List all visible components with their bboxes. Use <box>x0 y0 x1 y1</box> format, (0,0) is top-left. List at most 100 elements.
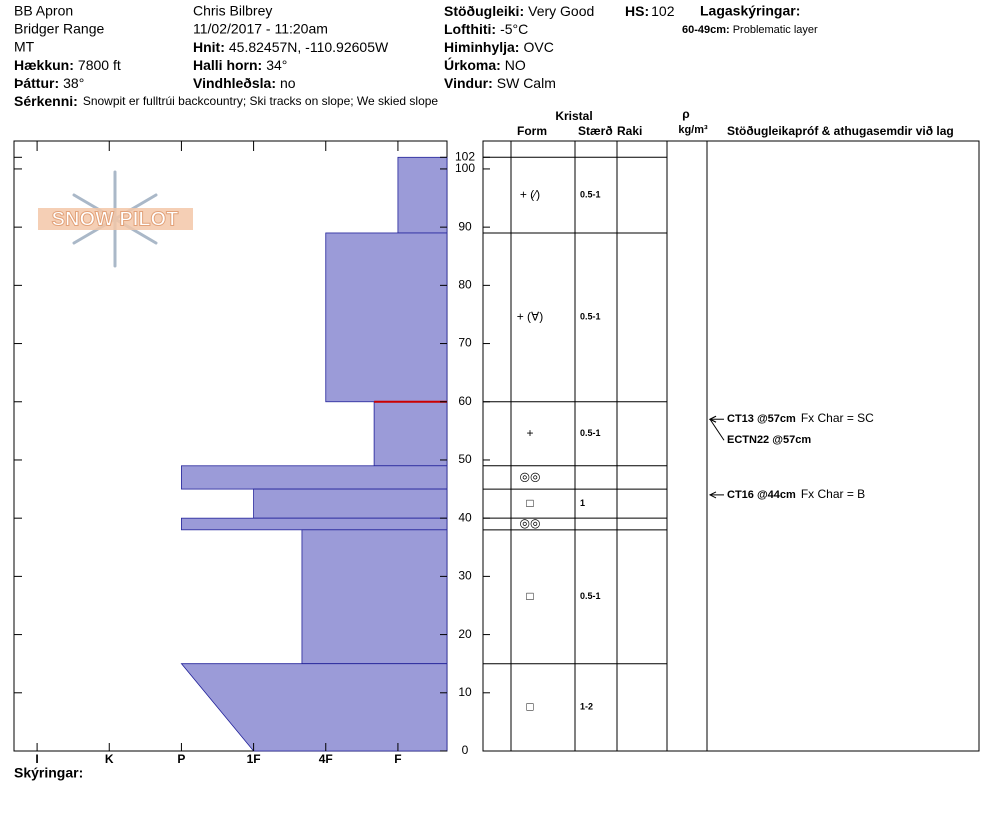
col-form: Form <box>517 124 547 138</box>
x-tick-label: P <box>177 752 185 766</box>
col-crystal: Kristal <box>555 109 592 123</box>
value: OVC <box>523 39 553 55</box>
grain-form: + <box>526 426 533 440</box>
grain-form: + (∀) <box>517 310 544 324</box>
stability: Stöðugleiki: Very Good <box>444 3 594 19</box>
grain-size: 0.5-1 <box>580 190 601 200</box>
value: NO <box>505 57 526 73</box>
y-tick-label: 30 <box>458 569 472 583</box>
site: BB Apron <box>14 3 73 19</box>
x-tick-label: 4F <box>319 752 333 766</box>
label: Vindhleðsla: <box>193 75 276 91</box>
label: 60-49cm: <box>682 24 730 36</box>
test-result: CT13 @57cm Fx Char = SC <box>727 411 874 425</box>
value: 7800 ft <box>78 57 121 73</box>
col-comments: Stöðugleikapróf & athugasemdir við lag <box>727 124 954 138</box>
grain-size: 1-2 <box>580 702 593 712</box>
hs: HS: 102 <box>625 3 675 19</box>
test-result: ECTN22 @57cm <box>727 434 811 446</box>
value: -5°C <box>500 21 528 37</box>
label: Lofthiti: <box>444 21 496 37</box>
footer: Skýringar: <box>14 765 83 781</box>
observer: Chris Bilbrey <box>193 3 272 19</box>
table-frame <box>482 140 980 752</box>
logo-band <box>38 208 193 230</box>
label: Vindur: <box>444 75 493 91</box>
value: 38° <box>63 75 84 91</box>
hardness-layer <box>301 529 448 665</box>
value: 45.82457N, -110.92605W <box>229 39 389 55</box>
test-name: CT16 @44cm <box>727 489 796 501</box>
legend-item: 60-49cm: Problematic layer <box>682 24 818 36</box>
elevation: Hækkun: 7800 ft <box>14 57 121 73</box>
grain-size: 0.5-1 <box>580 591 601 601</box>
test-arrow <box>709 418 725 441</box>
sky: Himinhylja: OVC <box>444 39 554 55</box>
value: SW Calm <box>497 75 556 91</box>
hardness-layer <box>397 156 448 234</box>
grain-size: 0.5-1 <box>580 428 601 438</box>
hardness-layer <box>181 465 448 490</box>
label: Sérkenni: <box>14 93 78 109</box>
x-tick-label: F <box>394 752 401 766</box>
label: HS: <box>625 3 649 19</box>
value: Very Good <box>528 3 594 19</box>
value: Problematic layer <box>733 24 818 36</box>
col-density-unit: kg/m³ <box>678 124 708 136</box>
value: Snowpit er fulltrúi backcountry; Ski tra… <box>83 94 439 108</box>
datetime: 11/02/2017 - 11:20am <box>193 21 328 37</box>
state: MT <box>14 39 35 55</box>
col-size: Stærð <box>578 124 613 138</box>
slope: Halli horn: 34° <box>193 57 287 73</box>
range: Bridger Range <box>14 21 104 37</box>
aspect: Þáttur: 38° <box>14 75 84 91</box>
x-tick-label: 1F <box>247 752 261 766</box>
y-tick-label: 20 <box>458 627 472 641</box>
y-tick-label: 0 <box>462 743 469 757</box>
grain-size: 1 <box>580 498 585 508</box>
hardness-layer <box>180 663 448 752</box>
y-tick-label: 70 <box>458 336 472 350</box>
y-tick-label: 10 <box>458 685 472 699</box>
grain-form: □ <box>526 700 533 714</box>
features: Sérkenni: Snowpit er fulltrúi backcountry… <box>14 93 438 109</box>
grain-form: ◎◎ <box>520 516 541 530</box>
grain-size: 0.5-1 <box>580 312 601 322</box>
arrow-head <box>708 415 717 423</box>
col-density: ρ <box>682 107 689 121</box>
legend-title: Lagaskýringar: <box>700 3 800 19</box>
precip: Úrkoma: NO <box>444 56 526 73</box>
label: Hnit: <box>193 39 225 55</box>
y-tick-label: 50 <box>458 452 472 466</box>
hardness-layer <box>181 517 448 531</box>
wind-loading: Vindhleðsla: no <box>193 75 296 91</box>
grain-form: □ <box>526 589 533 603</box>
test-note: Fx Char = SC <box>801 411 874 425</box>
wind: Vindur: SW Calm <box>444 75 556 91</box>
coords: Hnit: 45.82457N, -110.92605W <box>193 39 389 55</box>
y-tick-label: 100 <box>455 161 475 175</box>
grain-form: ◎◎ <box>520 470 541 484</box>
test-note: Fx Char = B <box>801 487 865 501</box>
y-tick-label: 102 <box>455 149 475 163</box>
grain-form: + (⁄) <box>520 187 540 201</box>
label: Þáttur: <box>14 75 59 91</box>
hardness-layer <box>373 401 448 467</box>
table-columns <box>510 141 708 751</box>
label: Himinhylja: <box>444 39 519 55</box>
hardness-layer <box>325 232 448 403</box>
air-temp: Lofthiti: -5°C <box>444 21 528 37</box>
test-name: CT13 @57cm <box>727 413 796 425</box>
y-tick-label: 40 <box>458 510 472 524</box>
x-tick-label: K <box>105 752 114 766</box>
x-tick-label: I <box>35 752 38 766</box>
hardness-layer <box>253 488 448 519</box>
label: Úrkoma: <box>444 56 501 73</box>
logo-text: SNOW PILOT <box>52 208 179 230</box>
arrow-head <box>708 491 717 499</box>
y-tick-label: 60 <box>458 394 472 408</box>
label: Halli horn: <box>193 57 262 73</box>
test-result: CT16 @44cm Fx Char = B <box>727 487 865 501</box>
label: Stöðugleiki: <box>444 3 524 19</box>
